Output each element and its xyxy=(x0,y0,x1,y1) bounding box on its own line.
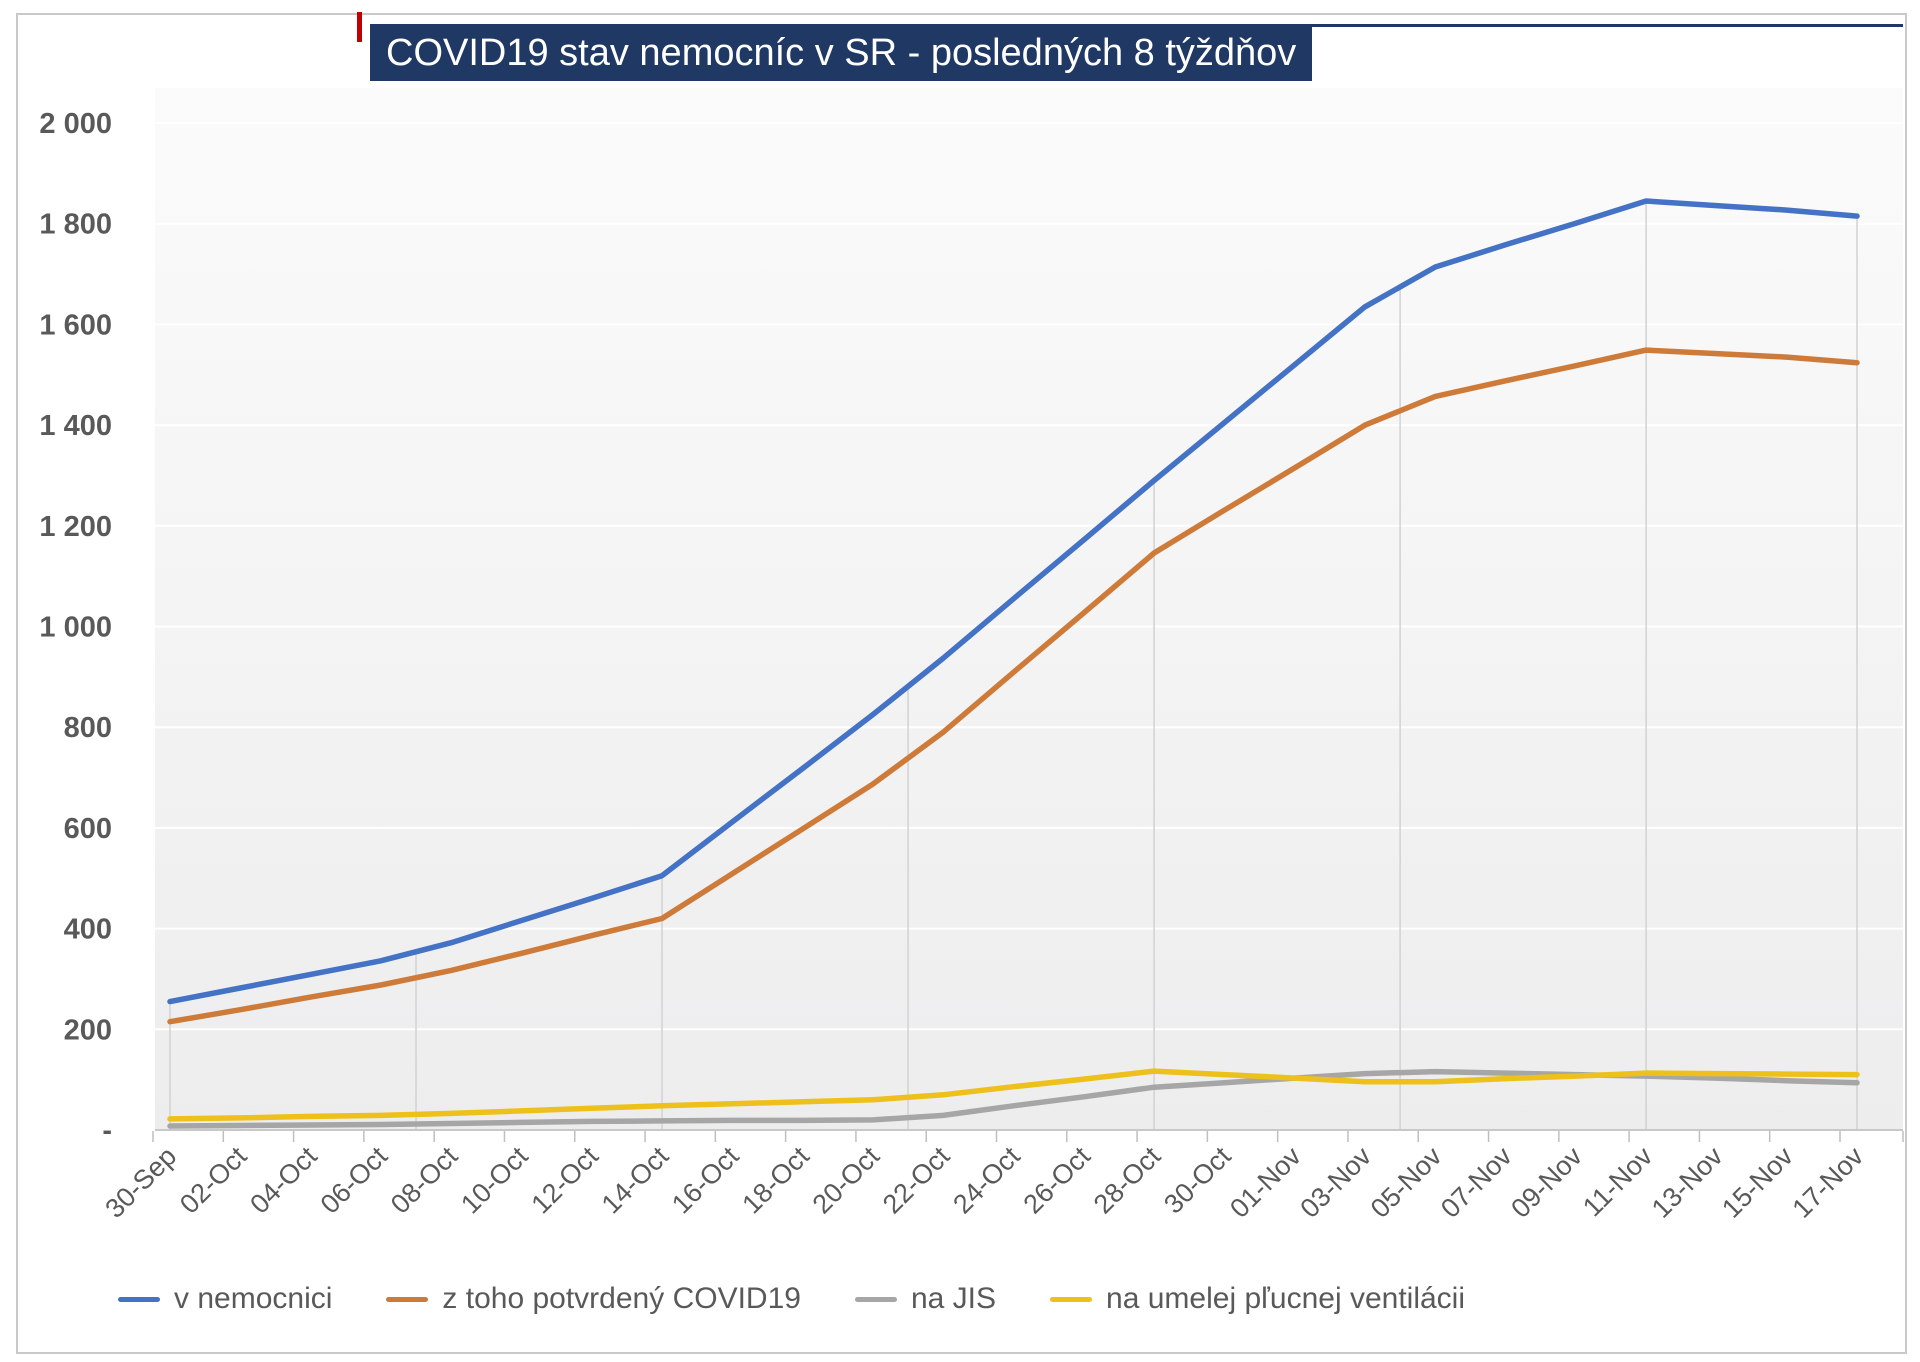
x-axis-label: 07-Nov xyxy=(1435,1141,1518,1224)
x-axis-label: 24-Oct xyxy=(947,1141,1026,1220)
y-axis-label: 1 600 xyxy=(39,309,112,341)
y-axis-label: - xyxy=(102,1115,112,1147)
x-axis-label: 22-Oct xyxy=(877,1141,956,1220)
x-axis-label: 09-Nov xyxy=(1505,1141,1588,1224)
plot-background xyxy=(155,88,1903,1130)
legend-line-swatch xyxy=(386,1296,429,1302)
chart-outer-border xyxy=(16,13,1907,1354)
legend-line-swatch xyxy=(854,1296,897,1302)
legend-label: v nemocnici xyxy=(174,1282,333,1315)
y-axis-label: 400 xyxy=(64,914,112,946)
chart-title: COVID19 stav nemocníc v SR - posledných … xyxy=(370,27,1313,82)
x-axis-label: 01-Nov xyxy=(1224,1141,1307,1224)
legend-item-na-jis[interactable]: na JIS xyxy=(854,1282,997,1316)
legend-line-swatch xyxy=(1050,1296,1093,1302)
x-axis-label: 30-Oct xyxy=(1158,1141,1237,1220)
legend-label: z toho potvrdený COVID19 xyxy=(442,1282,801,1315)
x-axis-label: 30-Sep xyxy=(99,1141,182,1224)
x-axis-label: 18-Oct xyxy=(736,1141,815,1220)
y-axis-label: 2 000 xyxy=(39,108,112,140)
legend-item-v-nemocnici[interactable]: v nemocnici xyxy=(118,1282,332,1316)
x-axis-label: 02-Oct xyxy=(174,1141,253,1220)
legend-item-z-toho-potvrden-covid19[interactable]: z toho potvrdený COVID19 xyxy=(386,1282,801,1316)
x-axis-label: 04-Oct xyxy=(244,1141,323,1220)
legend-line-swatch xyxy=(118,1296,160,1302)
legend-label: na JIS xyxy=(910,1282,997,1315)
x-axis-label: 26-Oct xyxy=(1018,1141,1097,1220)
legend: v nemocnici z toho potvrdený COVID19 na JI… xyxy=(118,1282,1465,1316)
x-axis-label: 03-Nov xyxy=(1294,1141,1377,1224)
red-marker xyxy=(357,12,362,42)
y-axis-label: 1 200 xyxy=(39,511,112,543)
title-top-line xyxy=(370,24,1903,27)
series-line-v-nemocnici xyxy=(167,198,1860,1005)
x-axis-label: 20-Oct xyxy=(807,1141,886,1220)
x-axis-label: 28-Oct xyxy=(1088,1141,1167,1220)
y-axis-label: 1 800 xyxy=(39,209,112,241)
x-axis-label: 12-Oct xyxy=(525,1141,604,1220)
series-line-z-toho-potvrden-covid19 xyxy=(167,347,1860,1025)
x-axis-label: 05-Nov xyxy=(1365,1141,1448,1224)
y-axis-label: 600 xyxy=(64,813,112,845)
legend-label: na umelej pľucnej ventilácii xyxy=(1106,1282,1465,1315)
legend-item-na-umelej-p-ucnej-ventil-cii[interactable]: na umelej pľucnej ventilácii xyxy=(1050,1282,1465,1316)
x-axis-label: 17-Nov xyxy=(1786,1141,1869,1224)
series-line-na-umelej-p-ucnej-ventil-cii xyxy=(167,1068,1860,1122)
y-axis-label: 1 000 xyxy=(39,612,112,644)
x-axis-label: 08-Oct xyxy=(385,1141,464,1220)
x-axis-label: 14-Oct xyxy=(596,1141,675,1220)
x-axis-label: 13-Nov xyxy=(1646,1141,1729,1224)
x-axis-label: 11-Nov xyxy=(1577,1141,1659,1223)
y-axis-label: 800 xyxy=(64,712,112,744)
y-axis-label: 200 xyxy=(64,1014,112,1046)
x-axis-label: 10-Oct xyxy=(455,1141,534,1220)
y-axis-label: 1 400 xyxy=(39,410,112,442)
x-axis-label: 16-Oct xyxy=(666,1141,745,1220)
x-axis-label: 15-Nov xyxy=(1716,1141,1799,1224)
x-axis-label: 06-Oct xyxy=(315,1141,394,1220)
